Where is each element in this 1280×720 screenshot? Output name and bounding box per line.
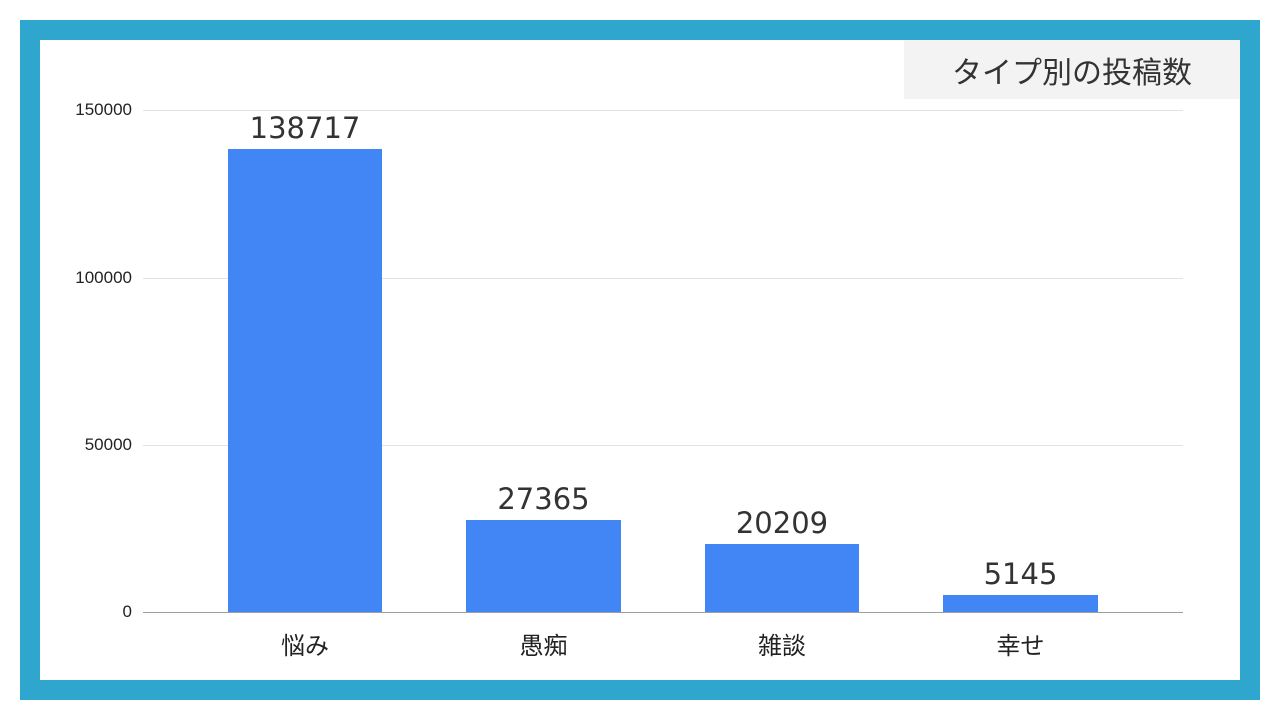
- data-label: 138717: [249, 111, 361, 145]
- gridline-100000: [143, 278, 1183, 279]
- x-tick-label: 悩み: [281, 632, 329, 660]
- chart-title: タイプ別の投稿数: [904, 40, 1240, 99]
- data-label: 5145: [983, 557, 1058, 591]
- x-axis-baseline: [143, 612, 1183, 613]
- y-tick-label: 150000: [75, 100, 132, 119]
- gridline-50000: [143, 445, 1183, 446]
- y-tick-label: 50000: [84, 435, 132, 454]
- bar-zatsudan[interactable]: [705, 544, 859, 612]
- bar-guchi[interactable]: [466, 520, 621, 612]
- chart-title-text: タイプ別の投稿数: [952, 55, 1192, 91]
- data-label: 20209: [735, 506, 829, 540]
- gridline-150000: [143, 110, 1183, 111]
- y-tick-label: 100000: [75, 268, 132, 287]
- x-tick-label: 雑談: [758, 632, 806, 660]
- bar-nayami[interactable]: [228, 149, 382, 612]
- y-tick-label: 0: [122, 602, 132, 621]
- x-tick-label: 愚痴: [519, 632, 568, 660]
- data-label: 27365: [497, 482, 590, 516]
- bar-shiawase[interactable]: [943, 595, 1098, 612]
- x-tick-label: 幸せ: [996, 632, 1045, 660]
